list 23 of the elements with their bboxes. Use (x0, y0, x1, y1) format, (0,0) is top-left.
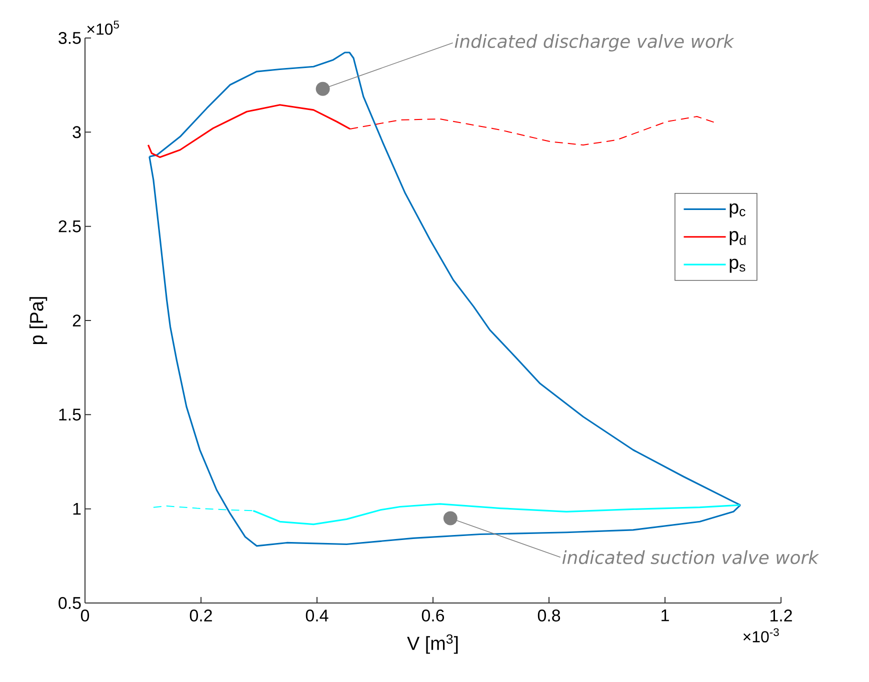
legend-label: p$_{c}$ (730, 203, 746, 218)
x-tick-label: 0 (80, 610, 90, 622)
text: ×10$^{5}$ (87, 20, 119, 35)
x-tick-label: 0.8 (538, 610, 560, 622)
legend-label: p$_{d}$ (730, 231, 746, 246)
y-tick-label: 2 (72, 314, 81, 326)
text: ×10$^{-3}$ (743, 628, 779, 642)
legend-label: p$_{s}$ (730, 258, 746, 273)
y-tick-label: 3.5 (58, 32, 81, 44)
x-tick-label: 0.4 (306, 610, 328, 622)
y-tick-label: 1 (73, 503, 81, 515)
y-axis-title: p [Pa] (29, 297, 48, 344)
x-tick-label: 0.6 (422, 610, 444, 622)
annotation: indicated discharge valve work (454, 34, 734, 52)
x-axis-title: V [m$^{3}$] (407, 634, 458, 654)
y-tick-label: 3 (72, 126, 81, 138)
y-tick-label: 2.5 (58, 220, 81, 232)
y-tick-label: 1.5 (59, 408, 81, 421)
annotation: indicated suction valve work (562, 550, 820, 564)
x-tick-label: 1.2 (770, 610, 792, 622)
x-tick-label: 0.2 (190, 610, 212, 622)
x-tick-label: 1 (662, 610, 669, 622)
y-tick-label: 0.5 (58, 597, 81, 609)
